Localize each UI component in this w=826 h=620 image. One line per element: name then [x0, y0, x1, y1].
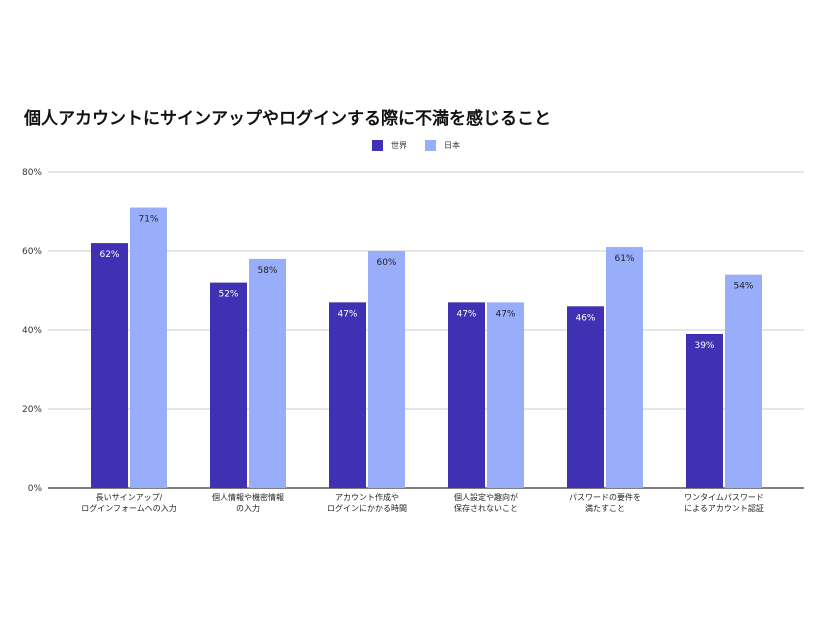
legend-swatch — [425, 140, 436, 151]
x-tick-label: 長いサインアップ/ — [96, 493, 163, 502]
x-tick-label: ワンタイムパスワード — [684, 493, 764, 502]
bar-japan — [725, 274, 762, 488]
bar-world — [567, 306, 604, 488]
legend-item-japan: 日本 — [425, 140, 460, 151]
data-label: 54% — [733, 282, 753, 292]
legend-swatch — [372, 140, 383, 151]
x-tick-label: ログインにかかる時間 — [327, 503, 407, 513]
legend-label: 世界 — [391, 141, 407, 150]
legend: 世界 日本 — [372, 140, 460, 151]
x-tick-label: 個人情報や機密情報 — [212, 492, 284, 502]
chart-title: 個人アカウントにサインアップやログインする際に不満を感じること — [24, 109, 551, 129]
x-tick-label: 個人設定や趣向が — [454, 492, 518, 502]
x-tick-label: の入力 — [236, 503, 260, 513]
data-label: 61% — [614, 254, 634, 264]
data-label: 52% — [218, 290, 238, 300]
data-label: 47% — [337, 309, 357, 319]
x-tick-label: によるアカウント認証 — [684, 503, 764, 513]
y-tick-label: 60% — [22, 247, 42, 257]
bar-japan — [130, 207, 167, 489]
bar-japan — [487, 302, 524, 488]
data-label: 47% — [495, 309, 515, 319]
data-label: 58% — [257, 266, 277, 276]
bar-world — [686, 333, 723, 488]
x-tick-label: 保存されないこと — [454, 503, 518, 513]
x-tick-label: 満たすこと — [585, 504, 625, 513]
x-tick-label: ログインフォームへの入力 — [81, 503, 177, 513]
data-label: 60% — [376, 258, 396, 268]
y-tick-label: 40% — [22, 326, 42, 336]
legend-label: 日本 — [444, 141, 460, 150]
y-tick-label: 20% — [22, 405, 42, 415]
x-tick-label: アカウント作成や — [335, 492, 399, 502]
y-tick-label: 0% — [28, 484, 43, 494]
legend-item-world: 世界 — [372, 140, 407, 151]
y-tick-label: 80% — [22, 168, 42, 178]
bar-japan — [368, 251, 405, 488]
data-label: 46% — [575, 313, 595, 323]
data-label: 39% — [694, 341, 714, 351]
bar-world — [210, 282, 247, 488]
data-label: 47% — [456, 309, 476, 319]
data-label: 71% — [138, 215, 158, 225]
bar-world — [329, 302, 366, 488]
bar-japan — [606, 247, 643, 488]
x-tick-label: パスワードの要件を — [569, 492, 641, 502]
bar-world — [448, 302, 485, 488]
data-label: 62% — [99, 250, 119, 260]
bar-japan — [249, 258, 286, 488]
bar-world — [91, 243, 128, 488]
